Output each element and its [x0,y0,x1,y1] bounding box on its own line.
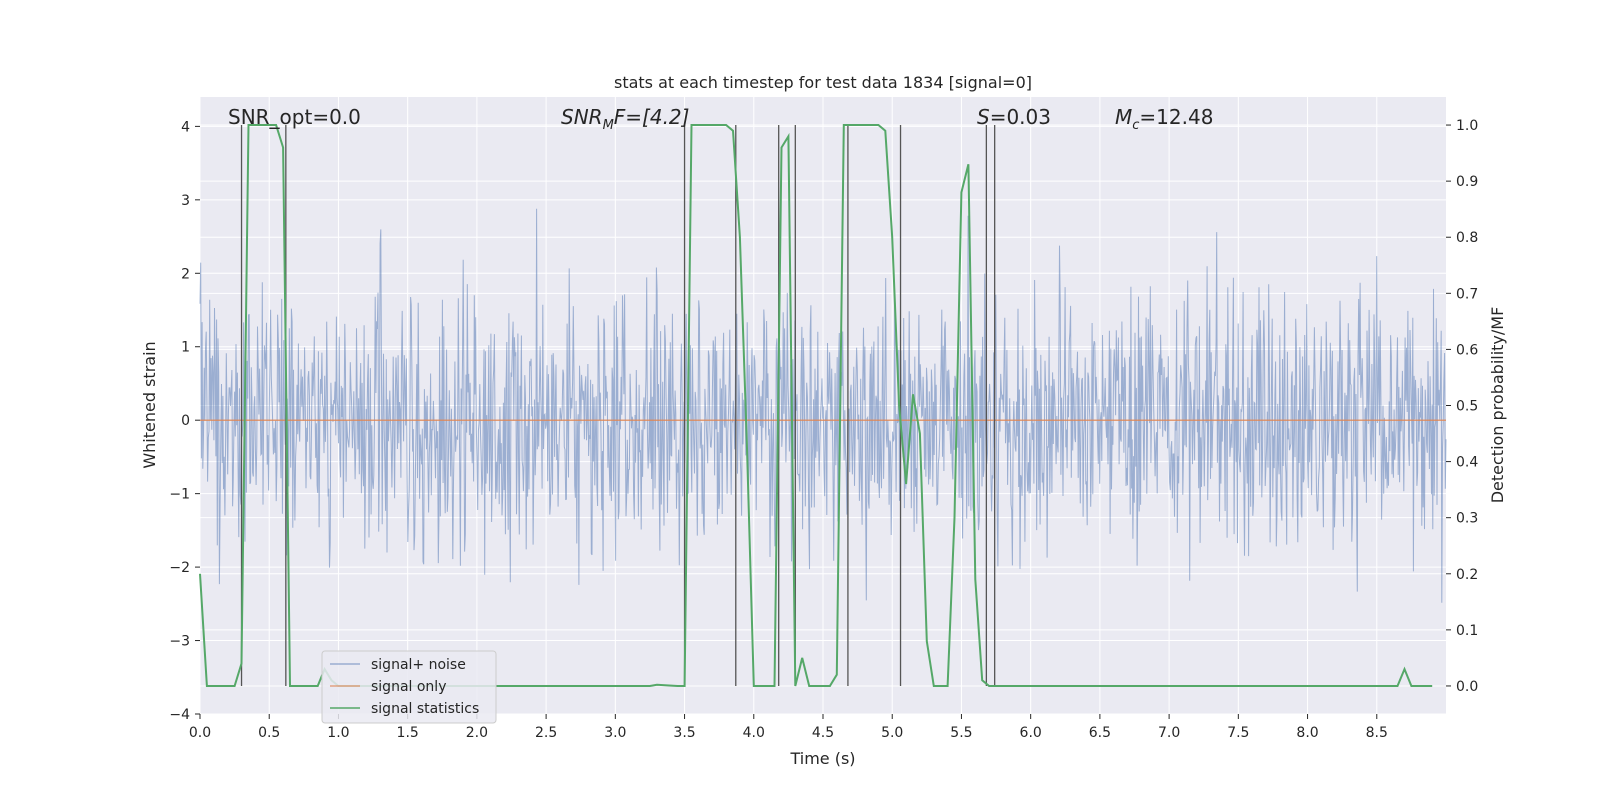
legend-label-signal-statistics: signal statistics [371,701,479,717]
y-right-tick-label: 0.5 [1456,399,1478,415]
x-tick-label: 5.5 [950,725,972,741]
y-right-tick-label: 0.7 [1456,286,1478,302]
grid-lines [199,97,1446,715]
annotation-s: S=0.03 [977,105,1051,129]
legend-box [321,650,497,724]
x-tick-label: 1.5 [397,725,419,741]
x-tick-label: 2.0 [466,725,488,741]
y-right-tick-label: 0.3 [1456,511,1478,527]
y-right-tick-label: 1.0 [1456,118,1478,134]
annotation-snr-mf-sub: M [603,118,614,133]
chart-title: stats at each timestep for test data 183… [614,73,1032,92]
y-left-tick-label: −2 [169,560,190,576]
x-tick-label: 3.5 [673,725,695,741]
x-tick-label: 2.5 [535,725,557,741]
legend: signal+ noise signal only signal statist… [321,650,497,724]
y-left-tick-label: 2 [181,266,190,282]
y-right-tick-label: 0.4 [1456,455,1478,471]
y-left-tick-label: −3 [169,634,190,650]
annotation-snr-mf-rest: F=[4.2] [614,105,690,129]
annotation-mc: Mc=12.48 [1115,105,1213,133]
annotation-snr-mf: SNRMF=[4.2] [561,105,689,133]
x-tick-label: 1.0 [327,725,349,741]
legend-label-signal-only: signal only [371,679,446,695]
x-tick-label: 8.5 [1366,725,1388,741]
annotation-mc-sub: c [1132,118,1139,133]
y-right-tick-label: 0.1 [1456,623,1478,639]
x-tick-label: 4.5 [812,725,834,741]
noise-line [199,208,1447,603]
annotation-s-base: S [977,105,990,129]
y-right-tick-label: 0.6 [1456,342,1478,358]
y-left-tick-label: 4 [181,119,190,135]
y-left-tick-label: 3 [181,193,190,209]
x-tick-label: 7.0 [1158,725,1180,741]
x-tick-label: 7.5 [1227,725,1249,741]
signal-statistics-series [199,124,1433,687]
annotation-snr-opt: SNR_opt=0.0 [228,105,361,129]
y-right-tick-label: 0.0 [1456,679,1478,695]
x-tick-label: 3.0 [604,725,626,741]
y-axis-left-ticks: 4 3 2 1 0 −1 −2 −3 −4 [169,119,200,723]
y-right-tick-label: 0.9 [1456,174,1478,190]
annotation-snr-mf-base: SNR [561,105,603,129]
x-tick-label: 4.0 [743,725,765,741]
y-right-tick-label: 0.8 [1456,230,1478,246]
signal-statistics-line [199,124,1433,687]
x-tick-label: 0.5 [258,725,280,741]
x-tick-label: 6.0 [1020,725,1042,741]
annotation-mc-base: M [1115,105,1132,129]
x-tick-label: 0.0 [189,725,211,741]
y-axis-right-ticks: 1.0 0.9 0.8 0.7 0.6 0.5 0.4 0.3 0.2 0.1 0.0 [1446,118,1478,695]
y-axis-right-label: Detection probability/MF [1488,307,1507,504]
x-tick-label: 5.0 [881,725,903,741]
x-tick-label: 6.5 [1089,725,1111,741]
annotation-mc-rest: =12.48 [1139,105,1213,129]
signal-plus-noise-series [199,208,1447,603]
y-left-tick-label: −1 [169,487,190,503]
x-axis-ticks: 0.0 0.5 1.0 1.5 2.0 2.5 3.0 3.5 4.0 4.5 5.0 5.5 6.0 6… [189,714,1388,741]
y-left-tick-label: −4 [169,707,190,723]
x-tick-label: 8.0 [1296,725,1318,741]
y-axis-left-label: Whitened strain [140,341,159,468]
legend-label-signal-noise: signal+ noise [371,657,466,673]
annotation-s-rest: =0.03 [990,105,1051,129]
y-left-tick-label: 1 [181,340,190,356]
y-left-tick-label: 0 [181,413,190,429]
y-right-tick-label: 0.2 [1456,567,1478,583]
x-axis-label: Time (s) [789,749,855,768]
